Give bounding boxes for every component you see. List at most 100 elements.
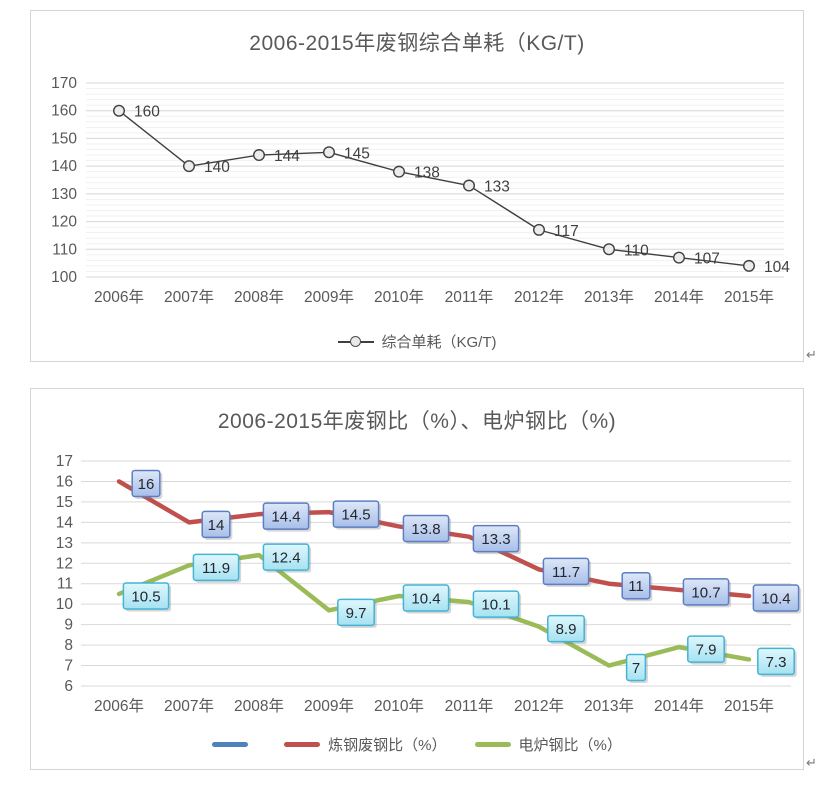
x-tick-label: 2006年 xyxy=(94,288,144,306)
data-label: 145 xyxy=(344,145,370,162)
y-tick-label: 160 xyxy=(51,103,77,120)
legend-item: 综合单耗（KG/T) xyxy=(337,331,497,352)
data-label: 7 xyxy=(632,660,640,677)
data-label: 8.9 xyxy=(556,621,577,638)
x-tick-label: 2007年 xyxy=(164,697,214,715)
data-point-marker xyxy=(743,259,756,272)
x-tick-label: 2014年 xyxy=(654,697,704,715)
gridlines xyxy=(81,460,791,687)
data-label: 7.9 xyxy=(696,642,717,659)
data-label: 11.9 xyxy=(202,560,230,577)
data-label-box xyxy=(621,571,651,600)
legend-label: 综合单耗（KG/T) xyxy=(381,334,497,351)
data-point-marker xyxy=(463,179,476,192)
x-tick-label: 2013年 xyxy=(584,697,634,715)
y-tick-label: 9 xyxy=(64,617,73,634)
data-label-box xyxy=(687,635,725,663)
data-label-box xyxy=(332,500,380,528)
y-axis-labels: 6 7 8 9 10 11 12 13 14 15 16 17 xyxy=(56,453,74,695)
chart-legend: 炼钢废钢比（%） 电炉钢比（%） xyxy=(31,734,803,755)
data-label-box xyxy=(131,469,161,498)
y-tick-label: 100 xyxy=(51,269,77,286)
legend-label: 电炉钢比（%） xyxy=(518,737,622,754)
data-point-marker xyxy=(252,149,265,162)
data-label: 14.5 xyxy=(341,507,370,524)
data-label: 12.4 xyxy=(271,550,300,567)
y-tick-label: 15 xyxy=(56,494,73,511)
data-label: 117 xyxy=(554,223,579,240)
x-tick-label: 2009年 xyxy=(304,697,354,715)
data-label-box xyxy=(752,584,800,612)
data-label: 13.8 xyxy=(411,521,440,538)
data-label-box xyxy=(402,514,450,543)
data-label-box xyxy=(542,557,590,586)
x-tick-label: 2015年 xyxy=(724,697,774,715)
line-circle-marker-icon xyxy=(337,335,374,347)
legend-line-swatch-icon xyxy=(284,742,321,747)
data-label-box xyxy=(472,524,520,553)
data-label: 133 xyxy=(484,179,510,196)
data-label-box xyxy=(757,647,795,676)
x-tick-label: 2009年 xyxy=(304,288,354,306)
x-tick-label: 2010年 xyxy=(374,697,424,715)
data-point-marker xyxy=(182,160,195,173)
x-tick-label: 2011年 xyxy=(445,697,494,715)
scrap-ratio-chart[interactable]: 2006-2015年废钢比（%）、电炉钢比（%) 6 7 8 9 10 11 12 13 14 1… xyxy=(30,388,804,770)
x-tick-label: 2012年 xyxy=(514,288,564,306)
y-tick-label: 140 xyxy=(51,158,77,175)
data-label-box xyxy=(262,543,310,571)
data-label-box xyxy=(337,598,375,627)
legend-item xyxy=(212,742,256,747)
circle-marker-icon xyxy=(349,335,361,347)
chart-title: 2006-2015年废钢比（%）、电炉钢比（%) xyxy=(217,410,617,433)
unit-consumption-chart[interactable]: 2006-2015年废钢综合单耗（KG/T) 100 110 120 130 140 15… xyxy=(30,10,804,362)
y-tick-label: 11 xyxy=(57,576,73,593)
data-label: 11.7 xyxy=(552,564,580,581)
data-label: 144 xyxy=(274,148,300,165)
data-label: 11 xyxy=(628,578,644,595)
data-label: 14 xyxy=(208,517,225,534)
data-point-marker xyxy=(112,104,125,117)
y-tick-label: 110 xyxy=(52,241,77,258)
data-label: 16 xyxy=(138,476,155,493)
data-label: 138 xyxy=(414,165,440,182)
data-label: 13.3 xyxy=(481,531,510,548)
y-tick-label: 150 xyxy=(51,130,77,147)
chart-title: 2006-2015年废钢综合单耗（KG/T) xyxy=(249,32,585,55)
y-tick-label: 8 xyxy=(64,637,73,654)
data-label-box xyxy=(201,510,231,539)
data-label-box xyxy=(472,590,520,618)
x-tick-label: 2014年 xyxy=(654,288,704,306)
data-point-marker xyxy=(533,223,546,236)
data-point-marker xyxy=(323,146,336,159)
data-label: 10.4 xyxy=(761,591,790,608)
chart-legend: 综合单耗（KG/T) xyxy=(31,331,803,352)
data-label-box xyxy=(262,502,310,530)
x-tick-label: 2011年 xyxy=(445,288,494,306)
legend-item: 炼钢废钢比（%） xyxy=(284,734,447,755)
y-tick-label: 170 xyxy=(51,75,77,92)
x-tick-label: 2006年 xyxy=(94,697,144,715)
data-label: 107 xyxy=(694,251,720,268)
data-label-box xyxy=(402,584,450,612)
data-label-box xyxy=(122,582,170,610)
y-tick-label: 7 xyxy=(64,658,73,675)
y-tick-label: 16 xyxy=(56,473,73,490)
y-tick-label: 10 xyxy=(56,596,74,613)
x-tick-label: 2008年 xyxy=(234,288,284,306)
data-point-marker xyxy=(393,165,406,178)
y-tick-label: 120 xyxy=(51,214,77,231)
x-axis-labels: 2006年 2007年 2008年 2009年 2010年 2011年 2012年 2013年… xyxy=(94,288,774,306)
data-point-marker xyxy=(673,251,686,264)
data-label: 110 xyxy=(624,242,649,259)
x-tick-label: 2008年 xyxy=(234,697,284,715)
data-label-box xyxy=(547,614,585,643)
x-tick-label: 2013年 xyxy=(584,288,634,306)
y-tick-label: 6 xyxy=(64,678,73,695)
data-point-marker xyxy=(603,243,616,256)
legend-line-swatch-icon xyxy=(474,742,511,747)
x-tick-label: 2015年 xyxy=(724,288,774,306)
data-label-box xyxy=(625,653,647,682)
data-label: 10.4 xyxy=(411,591,440,608)
